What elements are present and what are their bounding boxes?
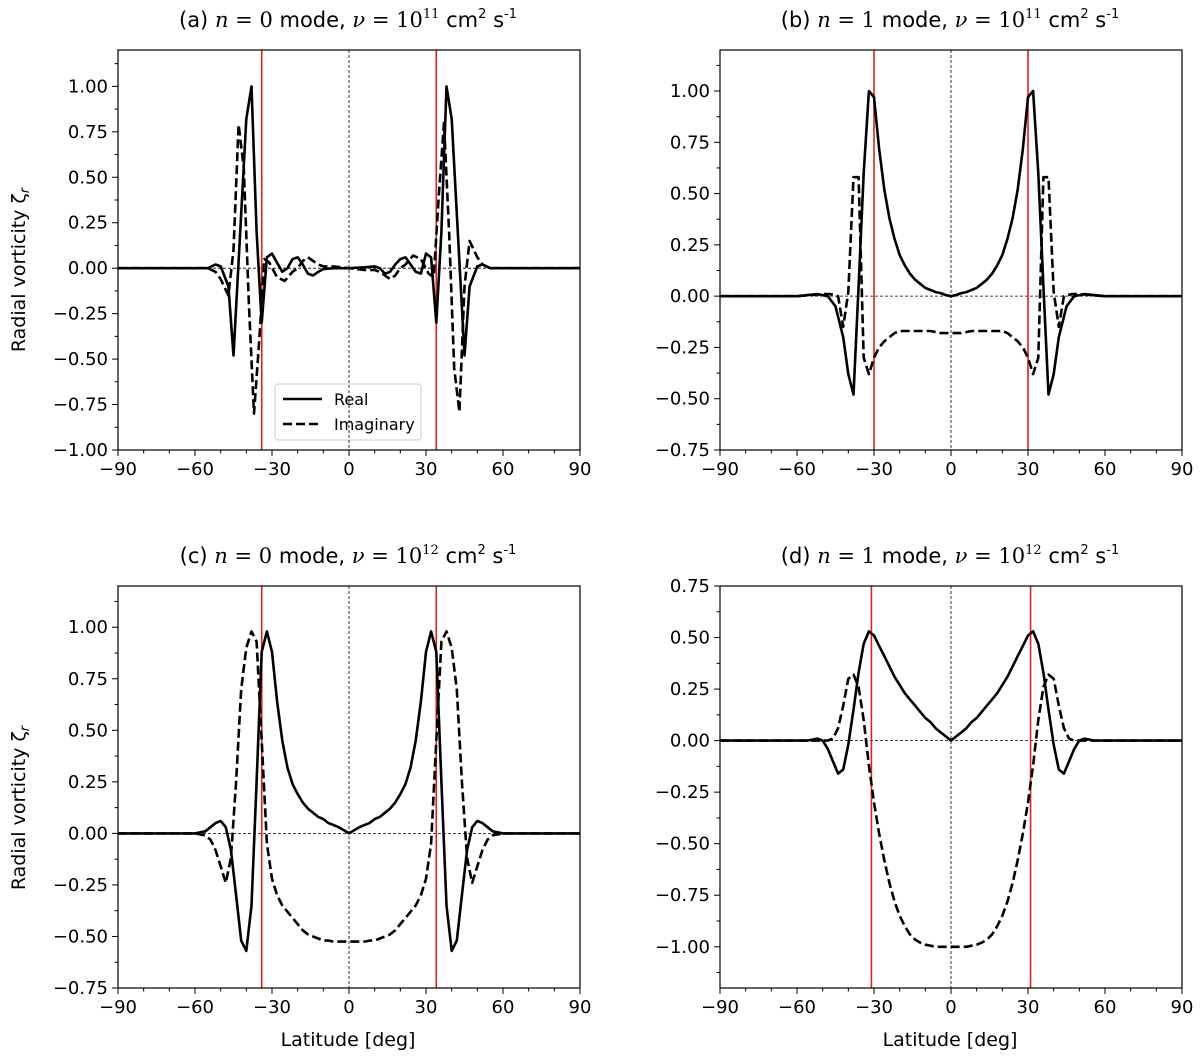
panel-a-y-tick-label: −0.75 (53, 395, 108, 416)
panel-a-x-tick-label: −90 (99, 459, 137, 480)
panel-b-y-tick-label: 0.00 (670, 286, 710, 307)
panel-d-title: (d) n = 1 mode, ν = 1012 cm2 s-1 (781, 543, 1119, 568)
panel-d-x-tick-label: 30 (1017, 997, 1040, 1018)
legend-imaginary-label: Imaginary (334, 415, 415, 434)
panel-b-x-tick-label: −90 (701, 459, 739, 480)
panel-c-x-tick-label: −60 (176, 997, 214, 1018)
panel-a-y-tick-label: 0.00 (68, 258, 108, 279)
panel-d-x-tick-label: 60 (1094, 997, 1117, 1018)
panel-a-y-tick-label: 0.25 (68, 213, 108, 234)
panel-b-x-tick-label: −30 (855, 459, 893, 480)
panel-d-series-imaginary (720, 673, 1182, 949)
panel-c-title-mode: mode, (279, 544, 345, 568)
panel-b-series-imaginary (720, 175, 1182, 376)
panel-a-y-tick-label: 0.50 (68, 167, 108, 188)
panel-a-title: (a) n = 0 mode, ν = 1011 cm2 s-1 (179, 7, 517, 32)
panel-d-y-tick-label: 0.00 (670, 731, 710, 752)
panel-a-x-tick-label: 30 (415, 459, 438, 480)
panel-b-x-tick-label: 0 (945, 459, 956, 480)
panel-a-ylabel: Radial vorticity ζr (8, 186, 33, 352)
panel-c-xlabel: Latitude [deg] (281, 1029, 416, 1051)
panel-d-title-label: (d) (781, 544, 811, 568)
panel-d-y-tick-label: 0.25 (670, 679, 710, 700)
panel-d-x-tick-label: −60 (778, 997, 816, 1018)
panel-c-x-tick-label: −90 (99, 997, 137, 1018)
panel-c-y-tick-label: 0.75 (68, 669, 108, 690)
panel-d-x-tick-label: 0 (945, 997, 956, 1018)
panel-a-title-n: 0 (259, 8, 272, 32)
panel-a-title-mode: mode, (280, 8, 346, 32)
panel-c-x-tick-label: 90 (569, 997, 592, 1018)
panel-d-title-exp: 12 (1025, 543, 1042, 558)
panel-c-y-tick-label: −0.25 (53, 875, 108, 896)
panel-b-x-tick-label: 60 (1094, 459, 1117, 480)
panel-b-title-n: 1 (862, 8, 875, 32)
panel-d: (d) n = 1 mode, ν = 1012 cm2 s-1 Latitud… (655, 543, 1194, 1051)
panel-c-ylabel: Radial vorticity ζr (8, 724, 33, 890)
panel-c-y-tick-label: 0.00 (68, 823, 108, 844)
panel-c-x-tick-label: 60 (492, 997, 515, 1018)
panel-a-title-exp: 11 (423, 7, 440, 22)
panel-c-y-tick-label: −0.75 (53, 978, 108, 999)
panel-b-y-tick-label: −0.75 (655, 440, 710, 461)
panel-c-series-real (118, 630, 580, 953)
panel-b-y-tick-label: 0.25 (670, 235, 710, 256)
panel-c-x-tick-label: 0 (343, 997, 354, 1018)
panel-a-x-tick-label: 0 (343, 459, 354, 480)
panel-d-title-n: 1 (862, 544, 875, 568)
panel-c-y-tick-label: −0.50 (53, 926, 108, 947)
panel-a-title-label: (a) (179, 8, 208, 32)
panel-d-xlabel: Latitude [deg] (883, 1029, 1018, 1051)
panel-c-title-n: 0 (259, 544, 272, 568)
panel-a-y-tick-label: −0.50 (53, 349, 108, 370)
panel-d-x-tick-label: −30 (855, 997, 893, 1018)
panel-a-x-tick-label: −60 (176, 459, 214, 480)
panel-b-y-tick-label: −0.50 (655, 389, 710, 410)
panel-c-x-tick-label: −30 (253, 997, 291, 1018)
panel-b-series-real (720, 89, 1182, 396)
panel-b-x-tick-label: 30 (1017, 459, 1040, 480)
panel-d-title-mode: mode, (882, 544, 948, 568)
panel-a-x-tick-label: 60 (492, 459, 515, 480)
panel-b-x-tick-label: 90 (1171, 459, 1194, 480)
panel-b-title: (b) n = 1 mode, ν = 1011 cm2 s-1 (781, 7, 1119, 32)
panel-d-y-tick-label: −0.25 (655, 782, 710, 803)
panel-a-y-tick-label: −0.25 (53, 304, 108, 325)
panel-a-y-tick-label: 1.00 (68, 76, 108, 97)
panel-d-y-tick-label: 0.50 (670, 628, 710, 649)
panel-d-x-tick-label: 90 (1171, 997, 1194, 1018)
panel-c: (c) n = 0 mode, ν = 1012 cm2 s-1 Radial … (8, 543, 591, 1051)
panel-c-y-tick-label: 0.50 (68, 720, 108, 741)
panel-d-y-tick-label: −0.75 (655, 885, 710, 906)
panel-b-y-tick-label: −0.25 (655, 337, 710, 358)
panel-d-x-tick-label: −90 (701, 997, 739, 1018)
panel-c-y-tick-label: 0.25 (68, 772, 108, 793)
panel-b: (b) n = 1 mode, ν = 1011 cm2 s-1 −90 −60 −… (655, 7, 1194, 480)
legend-real-label: Real (334, 390, 369, 409)
panel-d-y-tick-label: −0.50 (655, 834, 710, 855)
panel-c-y-tick-label: 1.00 (68, 617, 108, 638)
panel-d-y-tick-label: −1.00 (655, 937, 710, 958)
panel-a-y-tick-label: −1.00 (53, 440, 108, 461)
panel-b-x-tick-label: −60 (778, 459, 816, 480)
panel-a: (a) n = 0 mode, ν = 1011 cm2 s-1 Radial … (8, 7, 591, 480)
panel-b-y-tick-label: 0.75 (670, 132, 710, 153)
panel-a-x-tick-label: 90 (569, 459, 592, 480)
panel-b-title-mode: mode, (882, 8, 948, 32)
panel-b-y-tick-label: 0.50 (670, 184, 710, 205)
panel-c-title-exp: 12 (422, 543, 439, 558)
panel-a-y-tick-label: 0.75 (68, 122, 108, 143)
legend: Real Imaginary (274, 383, 422, 441)
panel-a-x-tick-label: −30 (253, 459, 291, 480)
panel-b-title-exp: 11 (1025, 7, 1042, 22)
panel-d-series-real (720, 630, 1182, 775)
panel-d-y-tick-label: 0.75 (670, 576, 710, 597)
panel-b-title-label: (b) (781, 8, 811, 32)
panel-b-y-tick-label: 1.00 (670, 81, 710, 102)
panel-c-title: (c) n = 0 mode, ν = 1012 cm2 s-1 (180, 543, 517, 568)
panel-c-title-label: (c) (180, 544, 208, 568)
panel-a-series-imaginary (118, 121, 580, 415)
panel-c-x-tick-label: 30 (415, 997, 438, 1018)
